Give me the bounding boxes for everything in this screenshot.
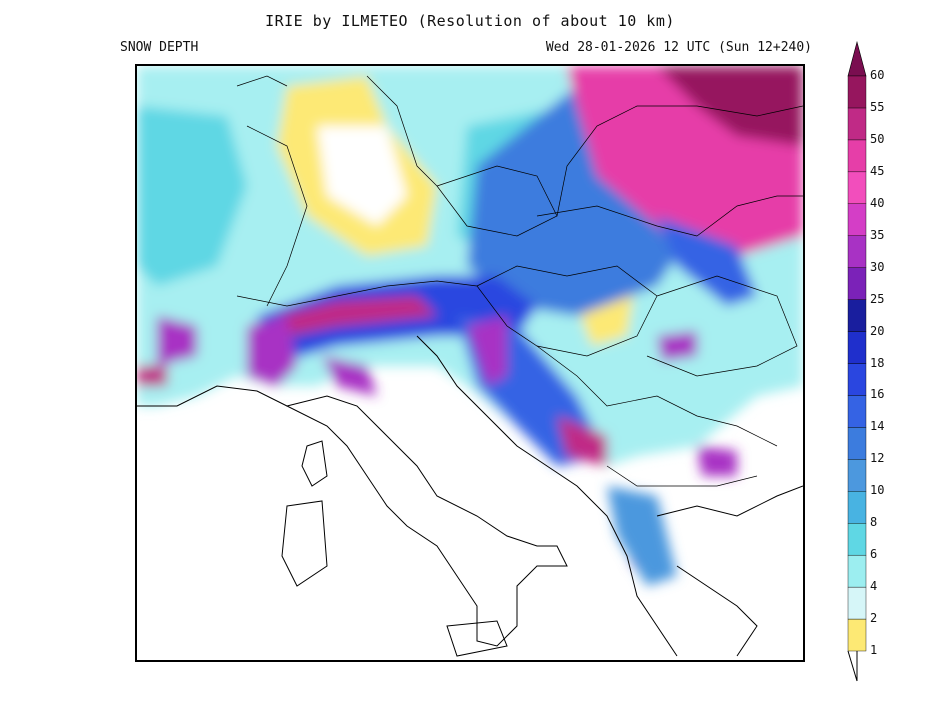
legend-swatch <box>847 203 867 236</box>
legend-swatch <box>847 331 867 364</box>
legend-level-label: 45 <box>870 163 885 178</box>
coastline-adriatic-east <box>416 335 678 657</box>
legend-swatch <box>847 554 867 588</box>
legend-level-label: 35 <box>870 227 885 242</box>
legend-level-label: 55 <box>870 99 885 114</box>
valid-time-label: Wed 28-01-2026 12 UTC (Sun 12+240) <box>545 40 812 55</box>
legend-swatch <box>847 523 867 556</box>
legend-arrow-bottom <box>847 650 858 682</box>
border-alps <box>236 280 478 307</box>
border-poland <box>556 105 803 217</box>
snow-field-magenta-alps <box>277 296 437 336</box>
legend-level-label: 2 <box>870 611 878 626</box>
legend-level-label: 1 <box>870 643 878 657</box>
legend-swatch <box>847 267 867 300</box>
legend-level-label: 10 <box>870 483 885 498</box>
snow-field-germany-bare <box>317 126 407 226</box>
legend-level-label: 30 <box>870 259 885 274</box>
border-balkans-south <box>606 465 758 487</box>
coastlines-borders <box>137 75 803 657</box>
legend-swatch <box>847 586 867 620</box>
legend-swatch <box>847 459 867 492</box>
legend-swatch <box>847 395 867 428</box>
map-canvas <box>137 66 803 657</box>
legend-level-label: 20 <box>870 323 885 338</box>
legend-swatch <box>847 139 867 173</box>
border-slovakia <box>536 205 698 237</box>
border-netherlands <box>236 75 288 87</box>
border-hungary <box>476 265 658 357</box>
coastline-france-south <box>137 385 288 407</box>
snow-field-blue-alps <box>257 276 537 366</box>
legend-level-label: 12 <box>870 451 885 466</box>
legend-level-label: 18 <box>870 355 885 370</box>
snow-field-magenta-bulgaria <box>697 446 737 476</box>
snow-field-magenta-west-edge <box>137 366 167 386</box>
map-title: IRIE by ILMETEO (Resolution of about 10 … <box>265 12 675 30</box>
snow-field-magenta-south-alps <box>247 316 297 386</box>
coastline-sardinia <box>281 500 328 587</box>
legend-swatch <box>847 171 867 204</box>
snow-field-magenta-dinaric <box>467 316 507 386</box>
coastline-italy <box>285 395 568 647</box>
snow-field-magenta-west <box>157 316 197 366</box>
legend-level-label: 14 <box>870 419 885 434</box>
legend-arrow-top <box>847 40 867 77</box>
legend-swatch <box>847 235 867 268</box>
snow-field-blue-carpathians <box>657 216 757 306</box>
legend-swatch <box>847 618 867 652</box>
border-germany-east <box>366 75 438 187</box>
legend-level-label: 60 <box>870 68 885 82</box>
legend-swatch <box>847 363 867 396</box>
legend-level-label: 40 <box>870 195 885 210</box>
coastline-sicily <box>446 620 508 657</box>
snow-field-maroon-northeast <box>657 66 803 146</box>
snow-field-cyan-west <box>137 106 247 286</box>
snow-field-magenta-romania <box>657 331 697 361</box>
snow-field-blue-greece <box>607 486 677 586</box>
legend-scale <box>847 40 867 682</box>
legend-swatch <box>847 491 867 524</box>
legend-level-label: 6 <box>870 547 878 562</box>
color-legend <box>845 40 925 690</box>
border-romania <box>646 275 798 377</box>
border-ukraine <box>696 195 803 237</box>
legend-level-label: 50 <box>870 131 885 146</box>
legend-swatch <box>847 107 867 141</box>
legend-level-label: 8 <box>870 515 878 530</box>
snow-field-magenta-montenegro <box>557 416 607 466</box>
snow-field-magenta-apennines-north <box>322 356 377 396</box>
coastline-corsica <box>301 440 328 487</box>
legend-level-label: 4 <box>870 579 878 594</box>
coastline-greece <box>656 485 803 657</box>
snow-depth-map <box>135 64 805 662</box>
legend-level-label: 16 <box>870 387 885 402</box>
legend-swatch <box>847 75 867 109</box>
snow-field-layer <box>137 66 803 586</box>
border-germany <box>246 125 308 307</box>
legend-swatch <box>847 299 867 332</box>
border-balkans <box>536 345 778 447</box>
legend-level-label: 25 <box>870 291 885 306</box>
field-label: SNOW DEPTH <box>120 40 199 55</box>
legend-swatch <box>847 427 867 460</box>
